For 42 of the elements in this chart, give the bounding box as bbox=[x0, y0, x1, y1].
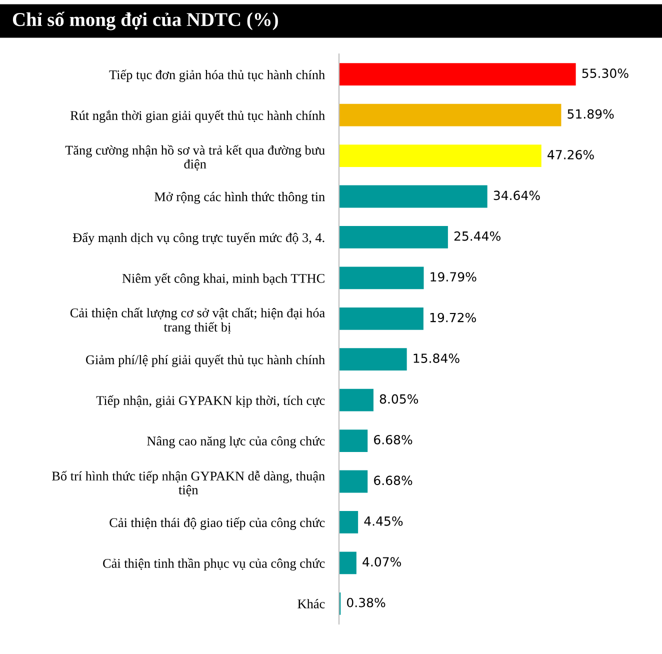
data-label: 8.05% bbox=[380, 394, 418, 404]
y-tick-label: Rút ngắn thời gian giải quyết thủ tục hành chính bbox=[70, 110, 325, 123]
data-label: 34.64% bbox=[494, 190, 540, 200]
y-tick-label: Niêm yết công khai, minh bạch TTHC bbox=[122, 273, 324, 286]
text: Chỉ số mong đợi của NDTC (%) bbox=[12, 12, 278, 30]
y-tick-label: Đẩy mạnh dịch vụ công trực tuyến mức độ 3, 4. bbox=[72, 232, 324, 245]
y-tick-label: Tăng cường nhận hồ sơ và trả kết qua đường bưu điện bbox=[65, 145, 325, 171]
data-label: 19.79% bbox=[430, 272, 476, 282]
y-tick-label: Mở rộng các hình thức thông tin bbox=[154, 192, 325, 204]
y-tick-label: Cải thiện thái độ giao tiếp của công chức bbox=[110, 517, 325, 530]
bar bbox=[339, 348, 407, 371]
bar bbox=[339, 226, 448, 248]
data-label: 25.44% bbox=[454, 231, 500, 241]
bar bbox=[339, 104, 562, 126]
bar bbox=[339, 63, 576, 86]
data-label: 6.68% bbox=[374, 434, 412, 444]
bar bbox=[339, 144, 542, 167]
y-tick-label: Khác bbox=[298, 599, 325, 608]
y-tick-label: Cải thiện tinh thần phục vụ của công chức bbox=[103, 558, 325, 571]
data-label: 4.45% bbox=[364, 516, 403, 526]
data-label: 47.26% bbox=[548, 150, 594, 160]
data-label: 55.30% bbox=[582, 68, 628, 78]
y-tick-label: Cải thiện chất lượng cơ sở vật chất; hiện đại hóa trang thiết bị bbox=[70, 308, 325, 334]
data-label: 19.72% bbox=[430, 312, 476, 322]
y-tick-label: Tiếp tục đơn giản hóa thủ tục hành chính bbox=[109, 70, 325, 82]
bar bbox=[339, 511, 358, 534]
y-tick-label: Tiếp nhận, giải GYPAKN kịp thời, tích cực bbox=[96, 395, 325, 408]
y-tick-label: Nâng cao năng lực của công chức bbox=[147, 436, 325, 448]
bar bbox=[339, 266, 424, 290]
bar bbox=[339, 430, 368, 452]
bar bbox=[339, 552, 356, 574]
data-label: 6.68% bbox=[374, 476, 412, 486]
y-tick-label: Giảm phí/lệ phí giải quyết thủ tục hành chính bbox=[86, 354, 325, 367]
data-label: 51.89% bbox=[568, 109, 614, 119]
data-label: 15.84% bbox=[414, 354, 460, 363]
bar bbox=[339, 470, 368, 493]
y-tick-label: Bố trí hình thức tiếp nhận GYPAKN dễ dàng, thuận tiện bbox=[52, 470, 325, 496]
bar bbox=[339, 388, 374, 412]
data-label: 4.07% bbox=[362, 557, 402, 567]
data-label: 0.38% bbox=[347, 598, 386, 608]
bar bbox=[339, 185, 488, 208]
bar bbox=[339, 307, 424, 330]
